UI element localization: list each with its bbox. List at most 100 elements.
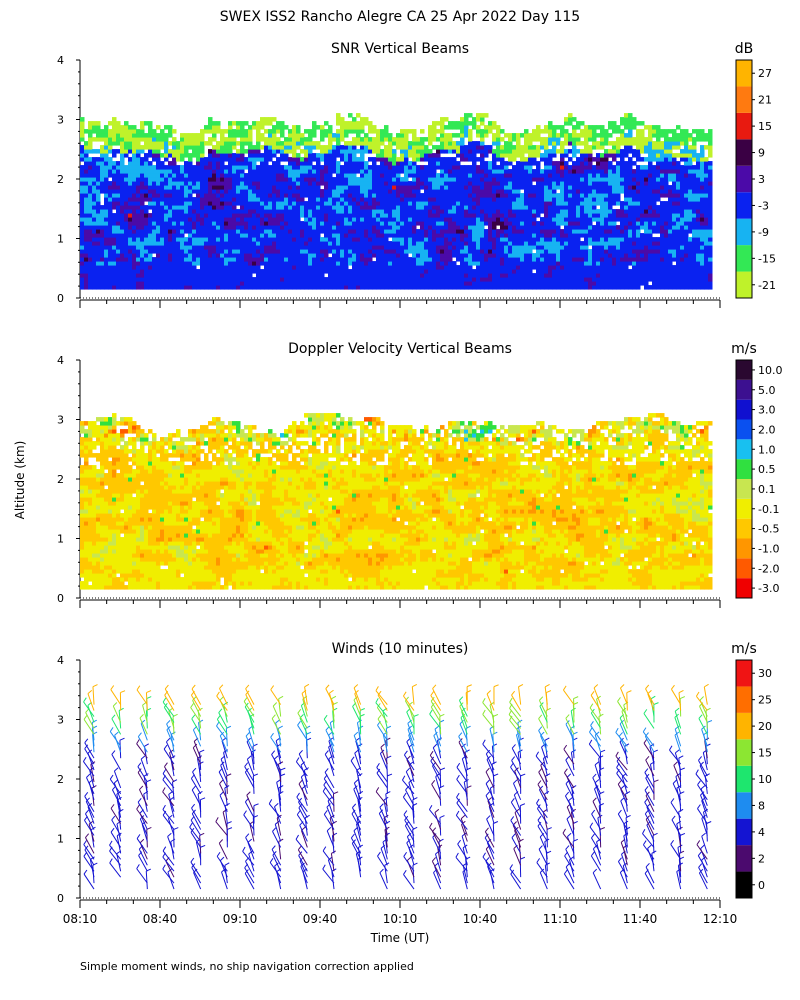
- heatmap-cell: [112, 233, 117, 238]
- heatmap-cell: [380, 269, 385, 274]
- heatmap-cell: [240, 229, 245, 234]
- heatmap-cell: [432, 157, 437, 162]
- heatmap-cell: [336, 193, 341, 198]
- heatmap-cell: [152, 249, 157, 254]
- heatmap-cell: [548, 141, 553, 146]
- heatmap-cell: [216, 181, 221, 186]
- heatmap-cell: [380, 181, 385, 186]
- heatmap-cell: [504, 169, 509, 174]
- heatmap-cell: [564, 249, 569, 254]
- heatmap-cell: [388, 137, 393, 142]
- heatmap-cell: [96, 241, 101, 246]
- heatmap-cell: [100, 205, 105, 210]
- heatmap-cell: [200, 261, 205, 266]
- heatmap-cell: [296, 193, 301, 198]
- heatmap-cell: [300, 261, 305, 266]
- y-tick-label: 0: [57, 292, 64, 305]
- heatmap-cell: [152, 153, 157, 158]
- heatmap-cell: [312, 121, 317, 126]
- heatmap-cell: [432, 121, 437, 126]
- heatmap-cell: [204, 257, 209, 262]
- heatmap-cell: [468, 165, 473, 170]
- heatmap-cell: [168, 245, 173, 250]
- heatmap-cell: [376, 169, 381, 174]
- heatmap-cell: [408, 277, 413, 282]
- heatmap-cell: [548, 189, 553, 194]
- heatmap-cell: [360, 173, 365, 178]
- heatmap-cell: [260, 157, 265, 162]
- heatmap-cell: [564, 133, 569, 138]
- heatmap-cell: [520, 193, 525, 198]
- heatmap-cell: [356, 265, 361, 270]
- heatmap-cell: [528, 221, 533, 226]
- heatmap-cell: [380, 261, 385, 266]
- heatmap-cell: [244, 181, 249, 186]
- heatmap-cell: [136, 173, 141, 178]
- heatmap-cell: [196, 233, 201, 238]
- heatmap-cell: [88, 145, 93, 150]
- heatmap-cell: [348, 277, 353, 282]
- heatmap-cell: [384, 201, 389, 206]
- heatmap-cell: [244, 141, 249, 146]
- heatmap-cell: [264, 245, 269, 250]
- heatmap-cell: [328, 221, 333, 226]
- heatmap-cell: [316, 165, 321, 170]
- heatmap-cell: [276, 181, 281, 186]
- heatmap-cell: [480, 181, 485, 186]
- heatmap-cell: [568, 173, 573, 178]
- heatmap-cell: [96, 261, 101, 266]
- heatmap-cell: [212, 129, 217, 134]
- heatmap-cell: [432, 173, 437, 178]
- heatmap-cell: [308, 249, 313, 254]
- heatmap-cell: [268, 257, 273, 262]
- heatmap-cell: [260, 209, 265, 214]
- heatmap-cell: [208, 225, 213, 230]
- heatmap-cell: [392, 201, 397, 206]
- heatmap-cell: [256, 257, 261, 262]
- heatmap-cell: [528, 249, 533, 254]
- heatmap-cell: [580, 133, 585, 138]
- heatmap-cell: [412, 213, 417, 218]
- heatmap-cell: [496, 157, 501, 162]
- heatmap-cell: [276, 125, 281, 130]
- heatmap-cell: [192, 205, 197, 210]
- heatmap-cell: [160, 273, 165, 278]
- heatmap-cell: [140, 125, 145, 130]
- heatmap-cell: [276, 121, 281, 126]
- heatmap-cell: [308, 269, 313, 274]
- heatmap-cell: [580, 217, 585, 222]
- heatmap-cell: [340, 181, 345, 186]
- heatmap-cell: [188, 181, 193, 186]
- heatmap-cell: [156, 125, 161, 130]
- heatmap-cell: [308, 229, 313, 234]
- heatmap-cell: [424, 261, 429, 266]
- heatmap-cell: [284, 125, 289, 130]
- heatmap-cell: [564, 237, 569, 242]
- heatmap-cell: [356, 185, 361, 190]
- heatmap-cell: [120, 285, 125, 290]
- heatmap-cell: [320, 241, 325, 246]
- heatmap-cell: [480, 213, 485, 218]
- heatmap-cell: [488, 193, 493, 198]
- heatmap-cell: [312, 265, 317, 270]
- heatmap-cell: [408, 193, 413, 198]
- heatmap-cell: [300, 161, 305, 166]
- heatmap-cell: [376, 177, 381, 182]
- heatmap-cell: [560, 209, 565, 214]
- heatmap-cell: [312, 221, 317, 226]
- heatmap-cell: [232, 181, 237, 186]
- heatmap-cell: [372, 237, 377, 242]
- heatmap-cell: [356, 285, 361, 290]
- heatmap-cell: [220, 265, 225, 270]
- heatmap-cell: [304, 145, 309, 150]
- heatmap-cell: [256, 197, 261, 202]
- heatmap-cell: [156, 245, 161, 250]
- heatmap-cell: [240, 257, 245, 262]
- heatmap-cell: [220, 229, 225, 234]
- heatmap-cell: [388, 265, 393, 270]
- heatmap-cell: [312, 141, 317, 146]
- heatmap-cell: [156, 189, 161, 194]
- heatmap-cell: [392, 237, 397, 242]
- heatmap-cell: [516, 221, 521, 226]
- heatmap-cell: [196, 269, 201, 274]
